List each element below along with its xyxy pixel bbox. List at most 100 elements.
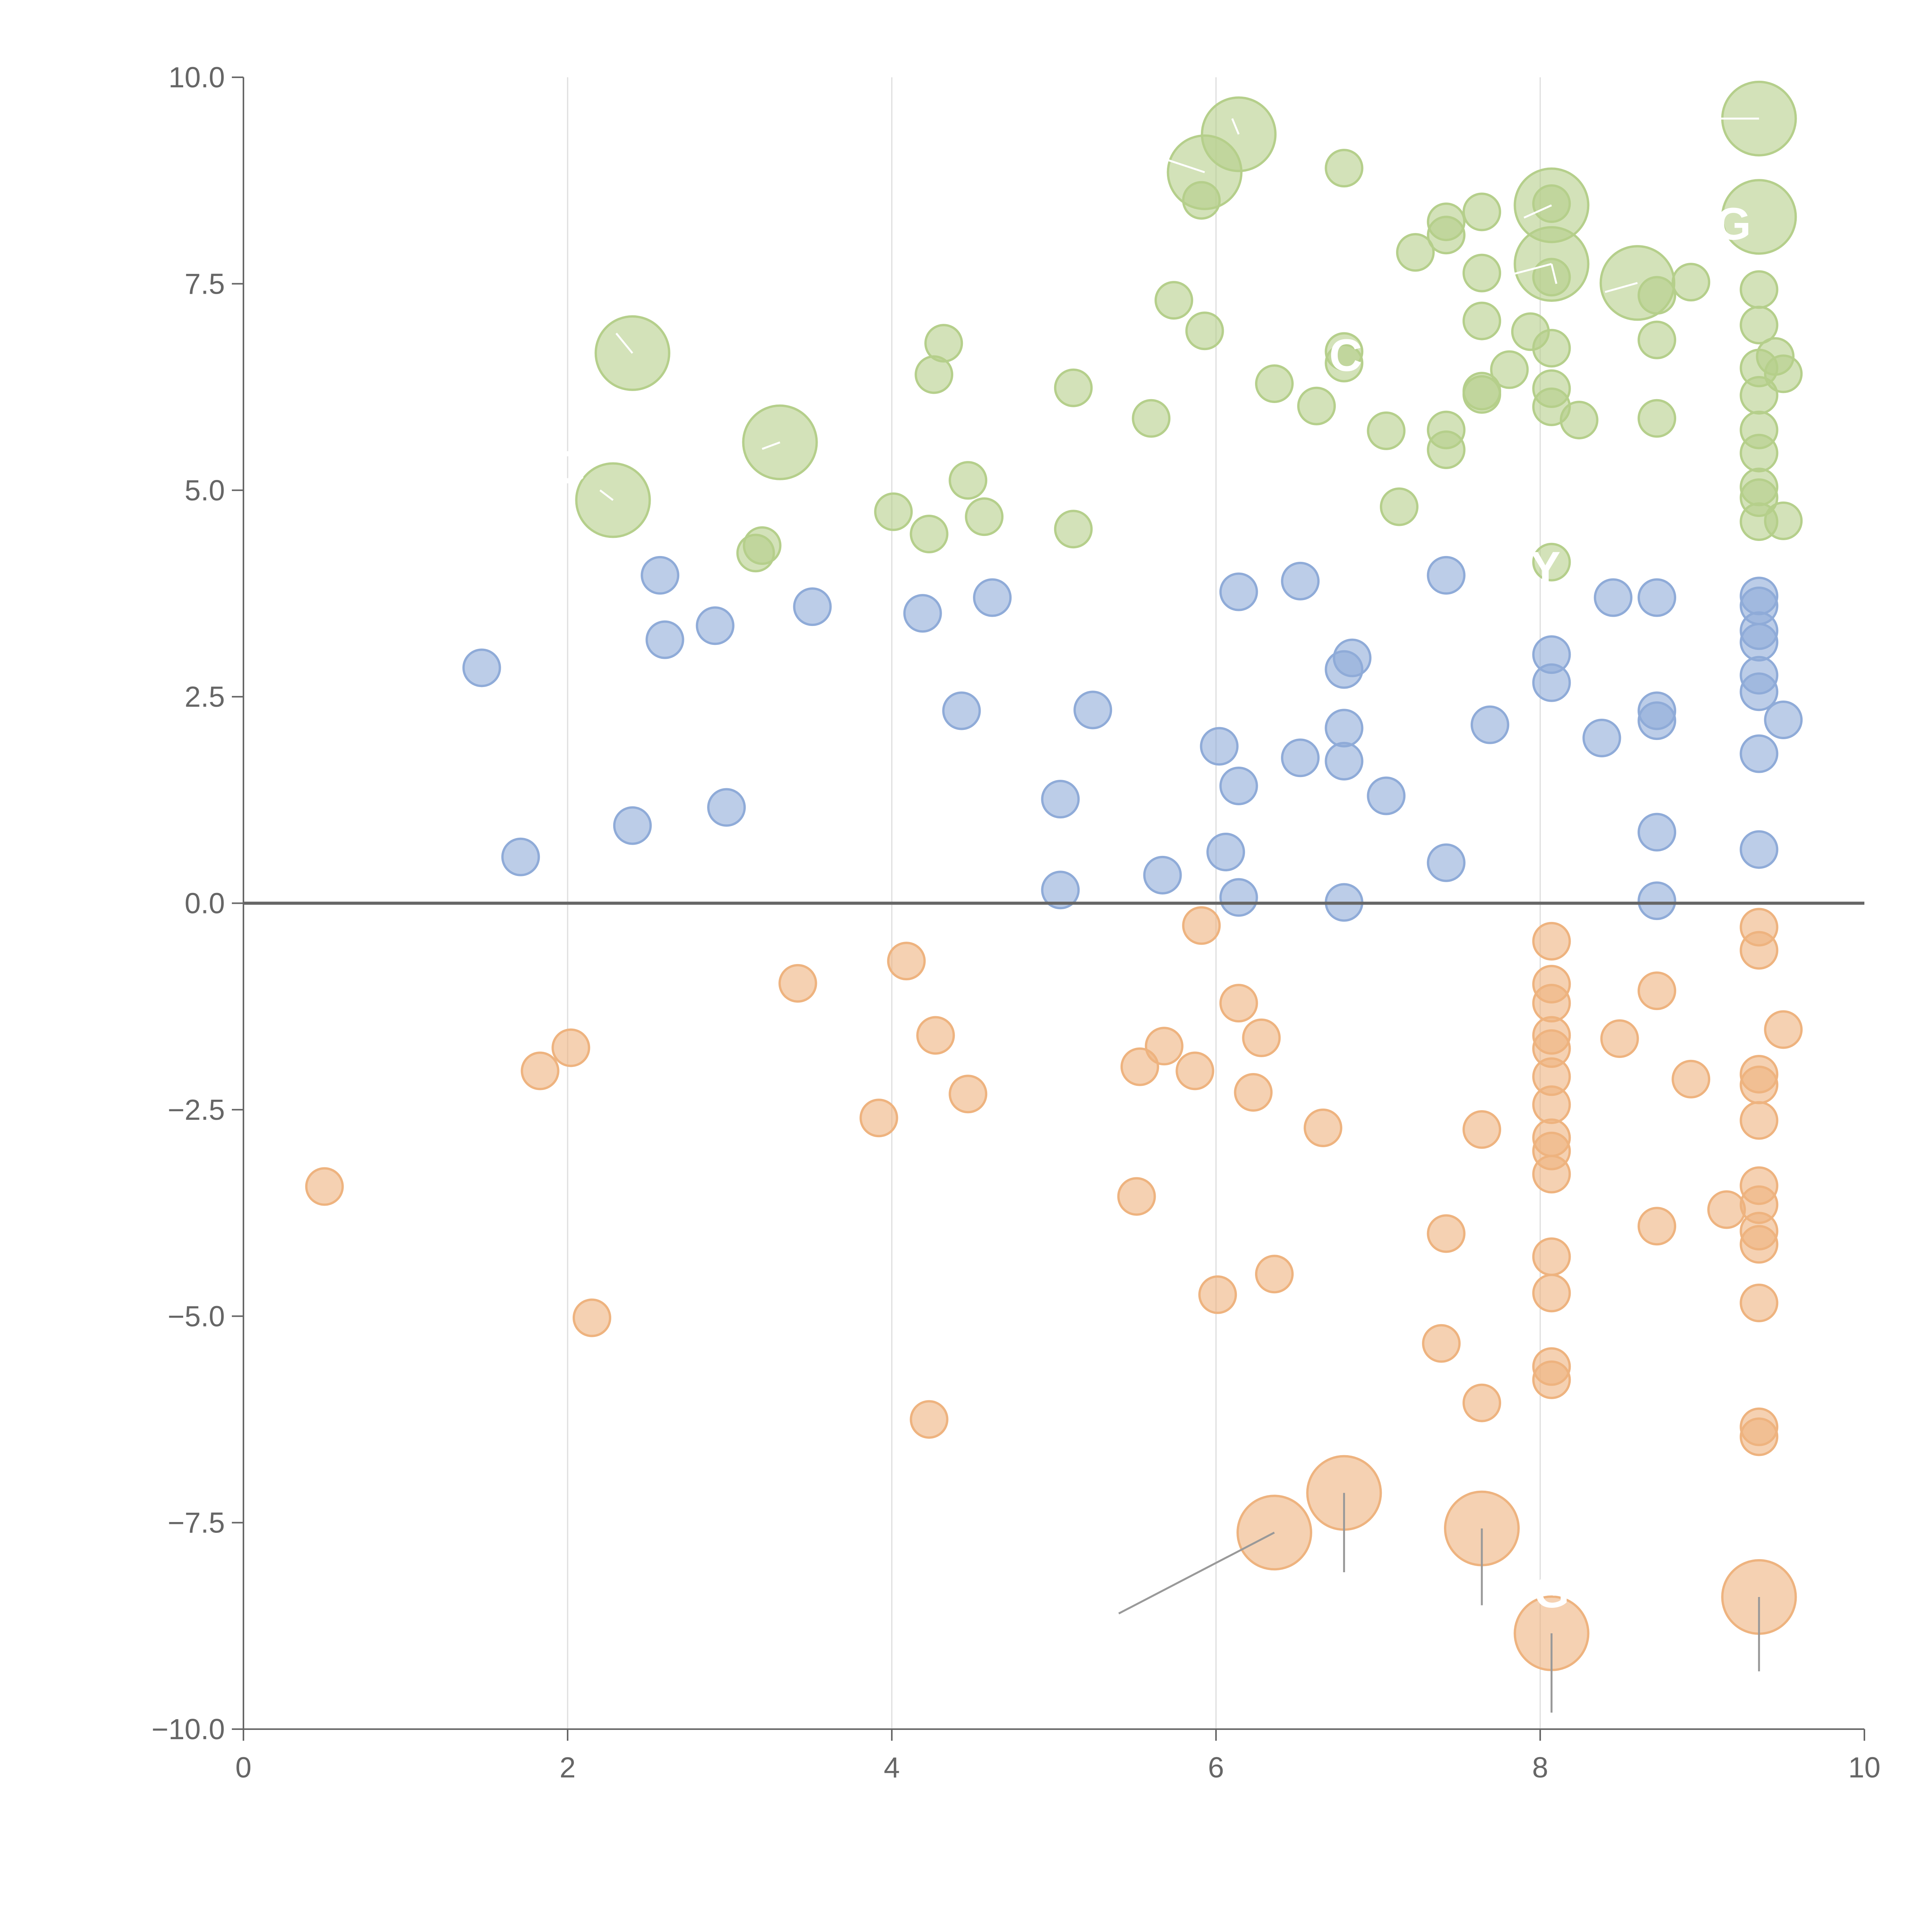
middle-bubble [613,806,652,845]
upper-bubble [1764,354,1803,393]
upper-bubble [743,526,782,565]
middle-bubble [1219,878,1258,917]
upper-bubble [1462,375,1501,414]
lower-bubble [1145,1027,1184,1066]
upper-bubble [1532,258,1571,297]
leader-layer [599,117,1760,1713]
middle-bubble [1638,813,1677,852]
middle-bubble [1333,638,1372,677]
y-tick-label: −5.0 [168,1300,225,1332]
middle-bubble [1764,700,1803,739]
leader-line [1167,159,1205,173]
upper-bubble [1638,320,1677,359]
middle-bubble [1594,578,1633,617]
lower-bubble [1638,971,1677,1010]
x-tick-label: 6 [1208,1751,1224,1784]
upper-bubble [1672,263,1711,302]
upper-bubble [1638,276,1677,315]
lower-bubble [887,942,926,981]
upper-bubble [1255,364,1294,403]
middle-bubble [793,587,832,626]
upper-bubble [910,515,949,554]
middle-bubble [1041,780,1080,819]
middle-bubble [1219,572,1258,611]
annotation-label: G [551,442,586,493]
lower-bubble [1117,1177,1156,1216]
lower-bubble [1532,1274,1571,1313]
leader-line [1507,263,1552,277]
middle-bubble [1143,855,1182,895]
upper-bubble [1532,329,1571,368]
lower-bubble [1740,1225,1779,1264]
middle-bubble [973,578,1012,617]
y-tick-label: 2.5 [185,680,225,713]
lower-bubble [1427,1214,1466,1253]
upper-bubble [924,324,963,363]
lower-bubble [1255,1255,1294,1294]
y-tick-label: 7.5 [185,267,225,300]
upper-bubble [1325,344,1364,383]
leader-line [1231,118,1240,135]
middle-bubble [1740,830,1779,869]
middle-bubble [696,606,735,645]
lower-bubble [910,1400,949,1439]
middle-bubble [1206,832,1245,871]
middle-bubble [1281,561,1320,600]
middle-bubble [1427,843,1466,882]
y-tick-label: −7.5 [168,1507,225,1539]
upper-bubble [1462,301,1501,340]
lower-bubble [572,1298,611,1337]
lower-bubble [1672,1060,1711,1099]
upper-bubble [1427,430,1466,469]
upper-bubble [1396,233,1435,272]
lower-bubble [1532,1085,1571,1124]
lower-bubble [1532,984,1571,1023]
middle-bubble [1325,709,1364,748]
upper-bubble [1532,184,1571,223]
upper-bubble [1182,181,1221,220]
upper-bubble [1054,510,1093,549]
upper-bubble [1490,350,1529,389]
lower-bubble [1764,1010,1803,1049]
x-tick-label: 0 [235,1751,252,1784]
middle-bubble [1219,766,1258,805]
middle-bubble [1367,776,1406,815]
y-tick-label: −2.5 [168,1094,225,1126]
x-tick-label: 2 [560,1751,576,1784]
y-tick-label: 5.0 [185,474,225,507]
leader-line [615,333,633,354]
leader-line [599,489,614,501]
middle-bubble [1740,672,1779,711]
upper-bubble [1462,192,1501,231]
lower-bubble [551,1028,590,1067]
upper-bubble [1367,411,1406,450]
middle-bubble [501,837,540,876]
lower-bubble [1175,1051,1214,1090]
annotation-layer: G G C Y G [551,199,1751,1617]
leader-line [1524,204,1552,219]
middle-bubble [1740,623,1779,662]
lower-bubble [1740,1065,1779,1104]
annotation-label: G [1716,199,1751,250]
leader-line [1118,1532,1275,1614]
leader-line [1605,282,1638,293]
bubble-layer [305,80,1803,1672]
leader-line [1550,264,1558,284]
y-tick-label: 10.0 [168,61,225,94]
lower-bubble [1740,1284,1779,1323]
upper-bubble [1721,179,1797,255]
upper-bubble [1638,399,1677,438]
middle-bubble [1427,556,1466,595]
middle-bubble [942,691,981,730]
lower-bubble [1707,1190,1746,1229]
x-tick-label: 8 [1532,1751,1548,1784]
lower-bubble [1422,1324,1461,1363]
lower-bubble [1303,1108,1342,1147]
lower-bubble [1219,984,1258,1023]
middle-bubble [645,620,684,659]
lower-bubble [778,964,817,1003]
middle-bubble [1638,578,1677,617]
lower-bubble [1462,1110,1501,1149]
lower-bubble [1532,922,1571,961]
upper-bubble [1185,311,1224,350]
